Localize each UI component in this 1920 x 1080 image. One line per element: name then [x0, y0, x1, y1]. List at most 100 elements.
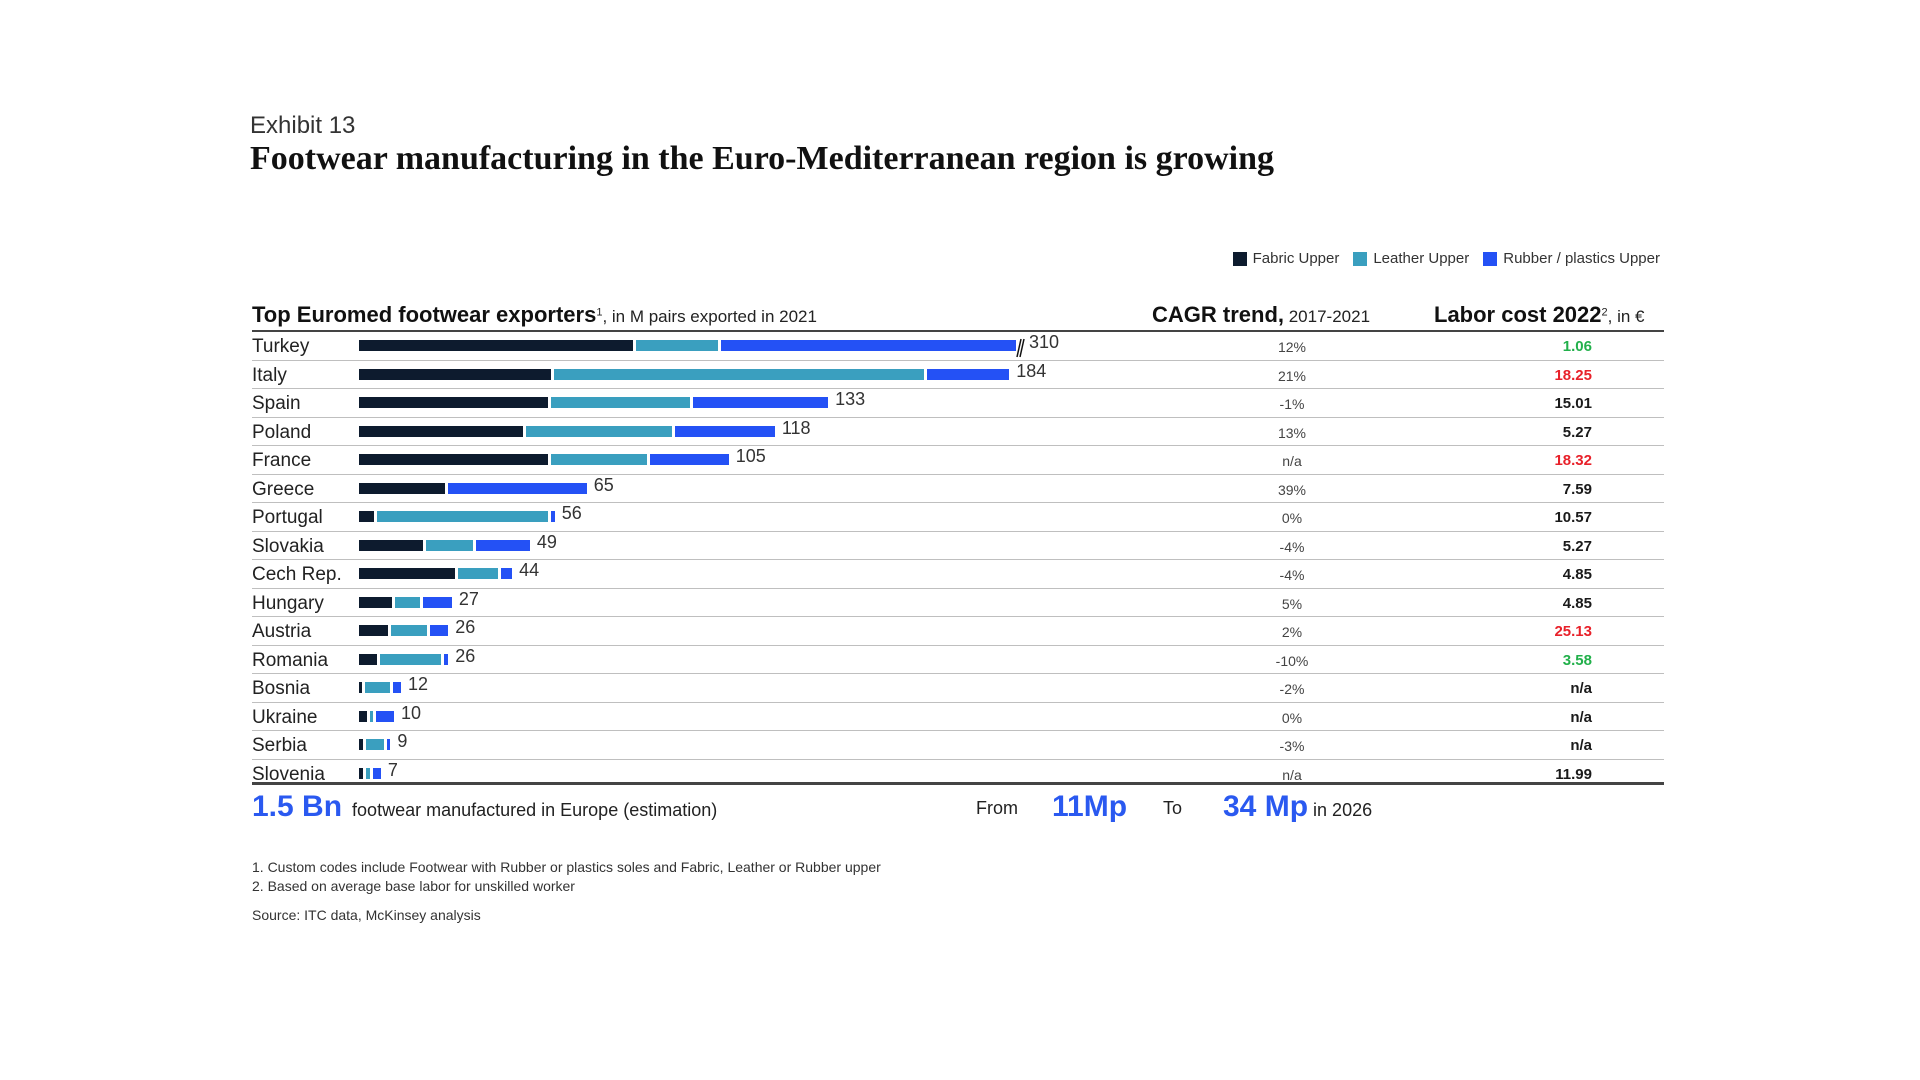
bar-segment-rubber [476, 539, 530, 551]
labor-cost-value: 7.59 [1562, 480, 1592, 498]
legend: Fabric Upper Leather Upper Rubber / plas… [1195, 250, 1660, 267]
footnotes: 1. Custom codes include Footwear with Ru… [252, 858, 881, 896]
bar-total-label: 310 [1028, 332, 1060, 352]
legend-item-leather: Leather Upper [1353, 250, 1469, 267]
stacked-bar: 105 [359, 446, 766, 466]
stacked-bar: 44 [359, 560, 539, 580]
labor-cost-value: 10.57 [1554, 509, 1592, 526]
stacked-bar: 9 [359, 731, 407, 751]
bar-segment-fabric [359, 710, 367, 722]
chart-row: Greece 65 39% 7.59 [252, 475, 1664, 503]
stacked-bar: 27 [359, 589, 479, 609]
bar-total-label: 12 [408, 674, 429, 694]
bar-segment-fabric [359, 653, 378, 665]
labor-cost-value: 3.58 [1562, 651, 1592, 669]
chart-row: Turkey 310 12% 1.06 [252, 332, 1664, 361]
bar-segment-rubber [447, 482, 587, 494]
stacked-bar: 26 [359, 617, 475, 637]
cagr-value: 0% [1281, 709, 1303, 726]
category-label: Ukraine [252, 706, 318, 728]
stacked-bar: 310 [359, 332, 1059, 357]
summary-from-number: 11Mp [1052, 790, 1128, 823]
summary-total-text: footwear manufactured in Europe (estimat… [352, 800, 718, 820]
stacked-bar: 26 [359, 646, 475, 666]
summary-to-suffix: in 2026 [1313, 800, 1373, 820]
cagr-value: -1% [1279, 396, 1305, 412]
category-label: Serbia [252, 735, 307, 756]
bar-total-label: 118 [781, 417, 811, 438]
stacked-bar: 49 [359, 532, 557, 552]
footnote-1: 1. Custom codes include Footwear with Ru… [252, 859, 881, 875]
bar-segment-fabric [359, 397, 548, 408]
bar-segment-leather [550, 397, 690, 408]
bar-total-label: 9 [397, 731, 408, 751]
stacked-bar: 65 [359, 475, 614, 495]
bar-segment-rubber [444, 653, 449, 665]
cagr-value: -2% [1279, 681, 1305, 697]
bar-total-label: 184 [1016, 360, 1047, 381]
bar-total-label: 56 [561, 503, 582, 523]
labor-cost-value: 11.99 [1555, 765, 1592, 783]
bar-segment-fabric [359, 682, 362, 693]
bar-total-label: 133 [835, 389, 866, 409]
cagr-value: 5% [1281, 595, 1303, 612]
bar-segment-rubber [429, 625, 449, 636]
bar-segment-leather [554, 368, 924, 380]
exhibit-label: Exhibit 13 [250, 112, 356, 139]
cagr-value: 0% [1281, 510, 1303, 526]
legend-swatch-leather [1353, 251, 1368, 266]
summary-total: 1.5 Bn footwear manufactured in Europe (… [252, 790, 717, 824]
chart-row: France 105 n/a 18.32 [252, 446, 1664, 475]
labor-cost-value: n/a [1570, 680, 1592, 697]
table-top-divider [252, 330, 1664, 332]
category-label: Greece [252, 478, 315, 500]
chart-row: Slovakia 49 -4% 5.27 [252, 532, 1664, 560]
summary-to-value: 34 Mp in 2026 [1223, 790, 1372, 824]
bar-segment-leather [365, 682, 391, 693]
bar-segment-leather [376, 511, 548, 522]
cagr-value: 2% [1281, 624, 1303, 640]
labor-cost-value: 1.06 [1562, 338, 1592, 355]
labor-header: Labor cost 20222, in € [1434, 302, 1645, 328]
bar-segment-leather [550, 454, 648, 465]
category-label: Italy [252, 364, 287, 386]
bar-segment-leather [426, 539, 474, 551]
bar-segment-rubber [720, 340, 1016, 351]
chart-row: Cech Rep. 44 -4% 4.85 [252, 560, 1664, 589]
category-label: Cech Rep. [252, 564, 342, 585]
labor-cost-value: 18.25 [1554, 366, 1592, 384]
bar-segment-fabric [359, 340, 633, 351]
bar-segment-leather [380, 653, 442, 665]
bar-segment-fabric [359, 539, 424, 551]
exporters-header-unit: , in M pairs exported in 2021 [602, 307, 817, 326]
legend-label-rubber: Rubber / plastics Upper [1503, 250, 1660, 267]
category-label: Poland [252, 421, 312, 443]
bar-segment-rubber [387, 739, 391, 750]
bar-total-label: 49 [536, 531, 557, 552]
bar-total-label: 27 [458, 588, 479, 609]
source-note: Source: ITC data, McKinsey analysis [252, 907, 481, 923]
stacked-bar: 133 [359, 389, 865, 409]
bar-segment-rubber [500, 568, 513, 579]
legend-label-leather: Leather Upper [1373, 250, 1470, 267]
legend-item-rubber: Rubber / plastics Upper [1483, 250, 1660, 267]
category-label: Hungary [252, 592, 324, 614]
bar-segment-rubber [422, 596, 452, 608]
labor-cost-value: 4.85 [1562, 566, 1592, 583]
labor-cost-value: n/a [1570, 708, 1592, 726]
summary-from-label: From [976, 798, 1018, 818]
bar-total-label: 10 [400, 702, 421, 723]
bar-segment-fabric [359, 454, 548, 465]
chart-row: Serbia 9 -3% n/a [252, 731, 1664, 760]
cagr-header-period: 2017-2021 [1284, 307, 1371, 326]
bar-total-label: 44 [519, 560, 540, 580]
bar-segment-fabric [359, 425, 523, 437]
category-label: Turkey [252, 336, 310, 357]
bar-segment-leather [635, 340, 718, 351]
category-label: Spain [252, 393, 301, 414]
bar-segment-leather [458, 568, 498, 579]
stacked-bar: 118 [359, 418, 811, 438]
footnote-2: 2. Based on average base labor for unski… [252, 878, 575, 894]
bar-segment-fabric [359, 767, 364, 779]
chart-row: Austria 26 2% 25.13 [252, 617, 1664, 646]
